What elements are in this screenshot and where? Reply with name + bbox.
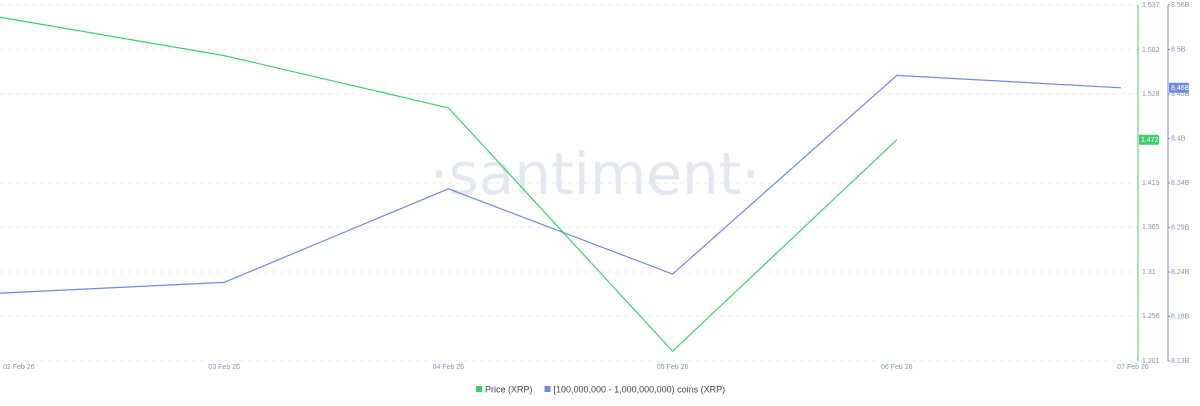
last-value-tag [1139,134,1159,145]
last-value-tag [1169,82,1189,93]
y2-tick-label: 8.34B [1171,180,1190,187]
y-tick-label: 1.201 [1142,358,1160,365]
last-value-label: 1.472 [1141,137,1159,144]
y2-tick-label: 8.18B [1171,313,1190,320]
x-tick-label: 03 Feb 26 [208,364,240,371]
y2-tick-label: 8.45B [1171,91,1190,98]
y-tick-label: 1.528 [1142,91,1160,98]
y2-tick-label: 8.4B [1171,135,1186,142]
last-value-label: 8.46B [1171,85,1190,92]
y2-tick-label: 8.56B [1171,2,1190,9]
y-tick-label: 1.419 [1142,180,1160,187]
x-tick-label: 06 Feb 26 [881,364,913,371]
series-line [0,16,898,353]
series-line [0,74,1122,294]
x-tick-label: 04 Feb 26 [433,364,465,371]
x-tick-label: 02 Feb 26 [3,364,35,371]
legend-label: Price (XRP) [485,384,533,394]
watermark: ·santiment· [430,140,760,208]
y2-tick-label: 8.13B [1171,358,1190,365]
y2-tick-label: 8.29B [1171,224,1190,231]
y-tick-label: 1.637 [1142,2,1160,9]
y-tick-label: 1.582 [1142,47,1160,54]
x-tick-label: 07 Feb 26 [1117,364,1149,371]
y-tick-label: 1.365 [1142,224,1160,231]
legend-swatch [476,386,482,392]
legend-swatch [544,386,551,392]
y-tick-label: 1.31 [1142,269,1156,276]
y-tick-label: 1.256 [1142,313,1160,320]
legend-label: [100,000,000 - 1,000,000,000) coins (XRP… [554,384,726,394]
y2-tick-label: 8.5B [1171,46,1186,53]
x-tick-label: 05 Feb 26 [657,364,689,371]
y2-tick-label: 8.24B [1171,269,1190,276]
